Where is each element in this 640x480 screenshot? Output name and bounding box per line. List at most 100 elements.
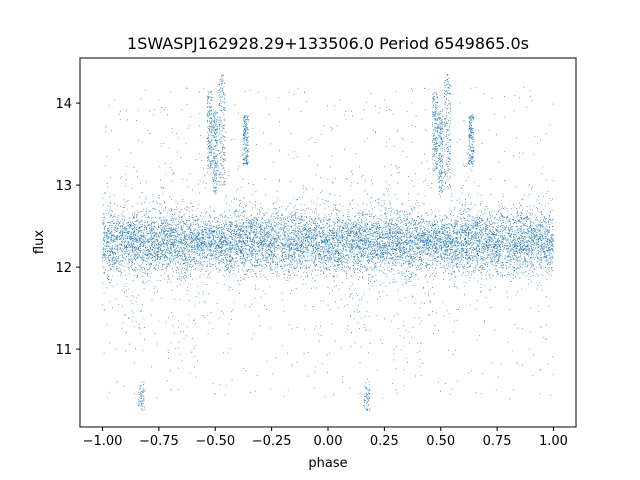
data-point: [157, 197, 159, 198]
data-point: [448, 241, 450, 243]
data-point: [174, 214, 175, 215]
data-point: [395, 265, 396, 266]
data-point: [243, 247, 245, 249]
data-point: [234, 235, 236, 237]
data-point: [172, 214, 173, 215]
data-point: [383, 266, 385, 268]
data-point: [335, 237, 337, 239]
data-point: [441, 258, 443, 260]
data-point: [367, 214, 368, 215]
data-point: [329, 273, 331, 275]
data-point: [229, 251, 231, 253]
data-point: [383, 194, 384, 195]
data-point: [490, 247, 492, 248]
data-point: [138, 246, 140, 248]
data-point: [551, 268, 552, 270]
data-point: [502, 244, 503, 245]
data-point: [244, 274, 245, 275]
data-point: [473, 252, 474, 254]
data-point: [540, 239, 542, 240]
data-point: [346, 244, 348, 246]
data-point: [297, 216, 299, 217]
data-point: [493, 226, 494, 228]
data-point: [142, 242, 144, 243]
data-point: [183, 231, 185, 232]
data-point: [324, 207, 326, 209]
data-point: [547, 239, 548, 241]
data-point: [454, 258, 456, 260]
data-point: [178, 268, 180, 270]
data-point: [223, 253, 225, 255]
data-point: [469, 208, 471, 210]
data-point: [420, 254, 421, 256]
data-point: [383, 252, 385, 253]
data-point: [208, 220, 210, 222]
data-point: [499, 246, 500, 247]
data-point: [431, 264, 433, 266]
data-point: [272, 261, 274, 263]
data-point: [349, 224, 351, 226]
data-point: [406, 236, 408, 238]
data-point: [396, 245, 398, 247]
data-point: [337, 257, 339, 258]
data-point: [253, 231, 255, 233]
data-point: [329, 252, 331, 254]
data-point: [157, 254, 159, 256]
data-point: [524, 246, 526, 247]
data-point: [302, 253, 303, 254]
data-point: [153, 222, 154, 224]
data-point: [271, 257, 273, 259]
data-point: [424, 251, 426, 253]
data-point: [253, 232, 254, 234]
data-point: [184, 230, 186, 232]
data-point: [513, 249, 515, 251]
data-point: [489, 269, 491, 271]
data-point: [274, 243, 275, 245]
data-point: [126, 296, 128, 298]
data-point: [218, 245, 220, 247]
data-point: [117, 244, 119, 246]
data-point: [548, 239, 549, 241]
data-point: [166, 244, 168, 246]
data-point: [323, 227, 325, 228]
data-point: [113, 240, 115, 242]
data-point: [269, 244, 270, 246]
data-point: [448, 244, 449, 246]
data-point: [166, 257, 168, 258]
data-point: [240, 251, 242, 253]
data-point: [234, 236, 236, 238]
data-point: [474, 234, 476, 235]
data-point: [363, 244, 365, 246]
data-point: [217, 243, 219, 245]
data-point: [342, 240, 343, 242]
data-point: [353, 259, 355, 261]
data-point: [393, 224, 394, 226]
data-point: [541, 246, 543, 248]
data-point: [399, 241, 401, 243]
data-point: [448, 255, 450, 256]
data-point: [264, 243, 266, 244]
data-point: [199, 262, 201, 264]
data-point: [304, 212, 306, 214]
data-point: [274, 238, 276, 240]
data-point: [440, 256, 441, 257]
data-point: [390, 257, 392, 259]
data-point: [273, 161, 274, 163]
data-point: [501, 242, 503, 244]
data-point: [262, 232, 263, 234]
data-point: [242, 230, 244, 231]
data-point: [502, 193, 504, 195]
data-point: [344, 266, 346, 267]
data-point: [270, 235, 272, 236]
data-point: [454, 253, 456, 254]
data-point: [519, 238, 521, 240]
data-point: [360, 240, 362, 242]
data-point: [103, 267, 104, 269]
data-point: [281, 253, 283, 254]
data-point: [343, 238, 345, 240]
data-point: [218, 246, 220, 248]
data-point: [518, 215, 519, 216]
data-point: [453, 250, 455, 252]
data-point: [146, 264, 147, 266]
data-point: [473, 233, 475, 235]
